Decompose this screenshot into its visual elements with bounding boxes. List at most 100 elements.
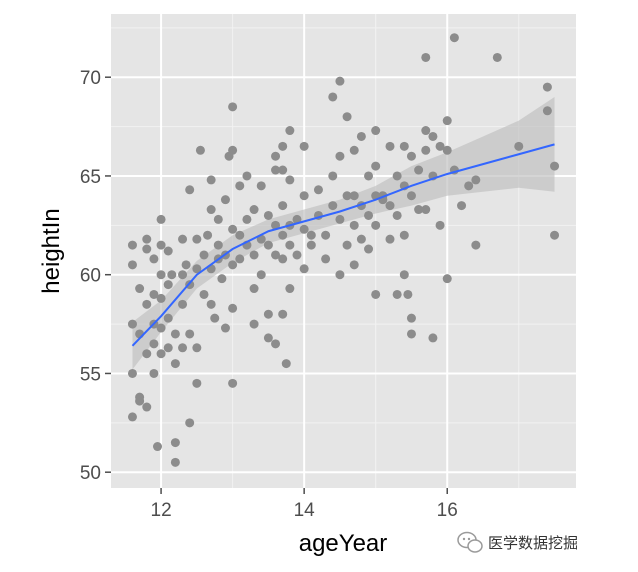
data-point [364,171,374,181]
y-tick-label: 65 [80,167,101,188]
watermark: 医学数据挖掘 [457,531,578,553]
data-point [392,210,402,220]
data-point [228,303,238,313]
data-point [328,171,338,181]
data-point [235,181,245,191]
data-point [550,161,560,171]
data-point [399,141,409,151]
data-point [170,457,180,467]
data-point [392,289,402,299]
data-point [278,309,288,319]
data-point [278,254,288,264]
data-point [514,141,524,151]
data-point [406,329,416,339]
smooth-line [131,143,555,347]
data-point [342,112,352,122]
data-point [371,126,381,136]
x-tick-label: 14 [294,500,316,521]
data-point [356,234,366,244]
data-point [206,175,216,185]
data-point [385,201,395,211]
data-point [217,274,227,284]
data-point [206,205,216,215]
data-point [149,368,159,378]
data-point [170,438,180,448]
data-point [156,270,166,280]
data-point [156,293,166,303]
data-point [421,52,431,62]
data-point [442,274,452,284]
data-point [492,52,502,62]
data-point [242,171,252,181]
data-point [335,151,345,161]
data-point [321,230,331,240]
data-point [249,284,259,294]
data-point [220,323,230,333]
data-point [156,240,166,250]
data-point [364,244,374,254]
data-point [292,250,302,260]
data-point [406,151,416,161]
data-point [192,378,202,388]
data-point [242,214,252,224]
data-point [406,191,416,201]
data-point [192,343,202,353]
data-point [271,151,281,161]
data-point [349,191,359,201]
data-point [149,339,159,349]
data-point [167,270,177,280]
data-point [271,339,281,349]
data-point [321,254,331,264]
data-point [235,254,245,264]
data-point [421,126,431,136]
data-point [278,230,288,240]
data-point [364,210,374,220]
x-tick-label: 12 [151,500,172,521]
y-tick-label: 50 [80,463,101,484]
data-point [278,165,288,175]
data-point [142,244,152,254]
data-point [249,319,259,329]
data-point [156,323,166,333]
data-point [371,289,381,299]
y-axis-title: heightIn [38,208,65,293]
data-point [421,205,431,215]
data-point [192,264,202,274]
data-point [285,240,295,250]
data-point [178,234,188,244]
data-point [342,191,352,201]
data-point [156,214,166,224]
data-point [142,349,152,359]
data-point [299,264,309,274]
data-point [263,210,273,220]
data-point [271,250,281,260]
data-point [542,106,552,116]
data-point [442,116,452,126]
data-point [356,131,366,141]
data-point [228,145,238,155]
y-axis: 50 55 60 65 70 [80,68,111,484]
data-point [414,165,424,175]
data-point [471,240,481,250]
data-point [156,349,166,359]
data-point [403,289,413,299]
data-point [228,378,238,388]
data-point [170,359,180,369]
data-point [328,201,338,211]
data-point [550,230,560,240]
data-point [127,260,137,270]
data-point [335,270,345,280]
y-tick-label: 60 [80,266,101,287]
data-point [228,260,238,270]
data-point [464,181,474,191]
data-point [127,240,137,250]
data-point [278,201,288,211]
data-point [178,343,188,353]
data-point [542,82,552,92]
data-point [192,234,202,244]
x-tick-label: 16 [437,500,458,521]
wechat-icon [457,531,483,553]
data-point [163,343,173,353]
confidence-ribbon [132,96,555,370]
